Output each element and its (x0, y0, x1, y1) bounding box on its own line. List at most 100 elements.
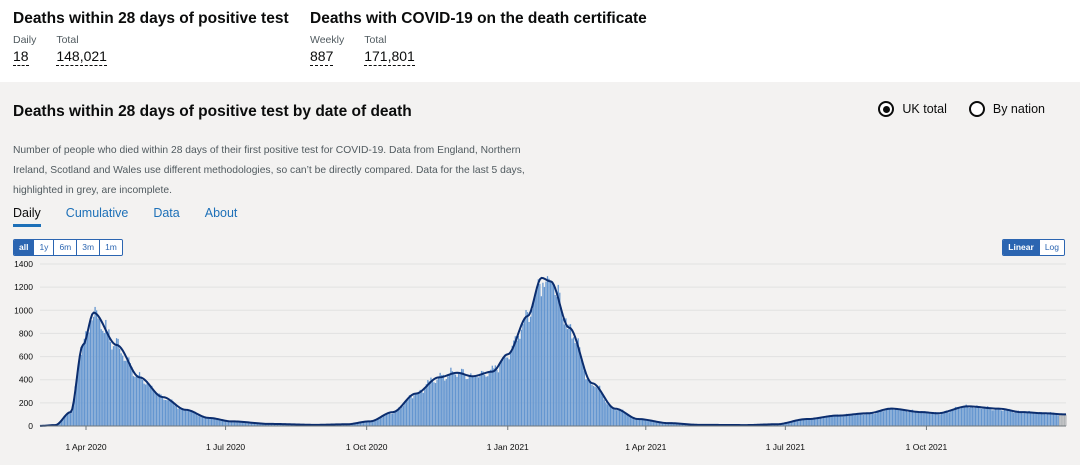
bar (483, 374, 486, 426)
bar (918, 412, 920, 426)
bar (608, 404, 610, 426)
scale-log-button[interactable]: Log (1039, 240, 1064, 255)
bar (238, 421, 240, 426)
metric-value[interactable]: 887 (310, 48, 334, 66)
bar (462, 369, 464, 426)
bar (531, 309, 533, 426)
bar (74, 386, 76, 426)
bar (617, 409, 619, 426)
range-6m-button[interactable]: 6m (54, 240, 78, 255)
bar (947, 412, 949, 426)
bar (401, 407, 403, 426)
bar (822, 417, 825, 426)
bar (253, 423, 256, 426)
bar (138, 372, 141, 426)
bar (533, 300, 535, 426)
metric-label: Total (364, 34, 387, 46)
bar (135, 375, 138, 426)
bar (465, 379, 467, 426)
x-tick-label: 1 Oct 2021 (906, 442, 948, 452)
radio-uk-total[interactable]: UK total (878, 101, 947, 117)
bar (361, 422, 363, 426)
bar (962, 406, 964, 426)
bar (485, 376, 487, 426)
bar (795, 420, 797, 426)
bar (663, 422, 665, 426)
bar (997, 408, 1000, 426)
bar (1033, 413, 1035, 426)
bar (454, 374, 457, 426)
bar (543, 287, 546, 426)
tab-about[interactable]: About (204, 206, 238, 220)
bar (560, 307, 562, 426)
tab-data[interactable]: Data (153, 206, 180, 220)
bar (91, 320, 93, 426)
bar (152, 389, 154, 426)
bar (227, 421, 230, 426)
bar (875, 413, 877, 426)
metric-value[interactable]: 148,021 (56, 48, 107, 66)
bar (841, 415, 843, 426)
bar (853, 415, 855, 426)
range-all-button[interactable]: all (14, 240, 35, 255)
bar (838, 414, 840, 426)
bar (350, 424, 352, 426)
incomplete-bar (1063, 413, 1065, 426)
bar (68, 413, 70, 426)
range-3m-button[interactable]: 3m (77, 240, 101, 255)
bar (195, 413, 197, 426)
tab-cumulative[interactable]: Cumulative (65, 206, 129, 220)
bar (971, 406, 973, 426)
bar (996, 408, 998, 426)
bar (1040, 412, 1042, 426)
range-1y-button[interactable]: 1y (34, 240, 55, 255)
bar (856, 413, 858, 426)
bar (140, 376, 142, 426)
bar (983, 407, 986, 426)
radio-label: By nation (992, 102, 1045, 116)
bar (89, 318, 92, 426)
bar (117, 338, 119, 426)
bar (470, 373, 472, 426)
bar (447, 376, 449, 426)
bar (1052, 412, 1055, 426)
range-1m-button[interactable]: 1m (100, 240, 122, 255)
bar (436, 379, 438, 426)
bar (881, 409, 883, 426)
bar (111, 349, 113, 426)
bar (830, 416, 832, 426)
bar (792, 420, 794, 426)
y-tick-label: 1400 (14, 259, 33, 269)
bar (845, 413, 848, 426)
bar (476, 376, 478, 426)
headline-title: Deaths within 28 days of positive test (13, 10, 289, 27)
bar (597, 387, 599, 426)
tab-daily[interactable]: Daily (13, 206, 41, 227)
bar (416, 392, 418, 426)
bar (200, 416, 202, 426)
metric-label: Daily (13, 34, 37, 46)
bar (526, 312, 529, 426)
bar (184, 409, 187, 426)
metric-value[interactable]: 171,801 (364, 48, 415, 66)
chart-tabs: Daily Cumulative Data About (13, 206, 262, 227)
bar (88, 332, 90, 426)
bar (260, 423, 262, 426)
bar (77, 368, 79, 426)
bar (898, 409, 900, 426)
bar (660, 422, 662, 426)
bar (500, 361, 503, 426)
metric-value[interactable]: 18 (13, 48, 29, 66)
bar (83, 338, 85, 426)
radio-by-nation[interactable]: By nation (968, 101, 1045, 117)
bar (661, 422, 664, 426)
y-axis: 0 200 400 600 800 1000 1200 1400 (14, 259, 33, 431)
scale-linear-button[interactable]: Linear (1003, 240, 1040, 255)
bar (464, 375, 466, 426)
bar (232, 421, 234, 426)
bar-series (39, 276, 1067, 426)
bar (591, 384, 593, 426)
bar (391, 413, 394, 426)
bar (606, 404, 608, 426)
bar (211, 418, 213, 426)
